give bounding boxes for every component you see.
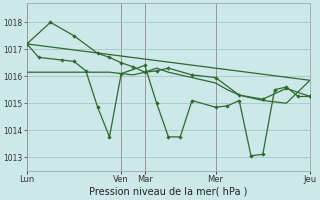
X-axis label: Pression niveau de la mer( hPa ): Pression niveau de la mer( hPa ) xyxy=(89,187,248,197)
